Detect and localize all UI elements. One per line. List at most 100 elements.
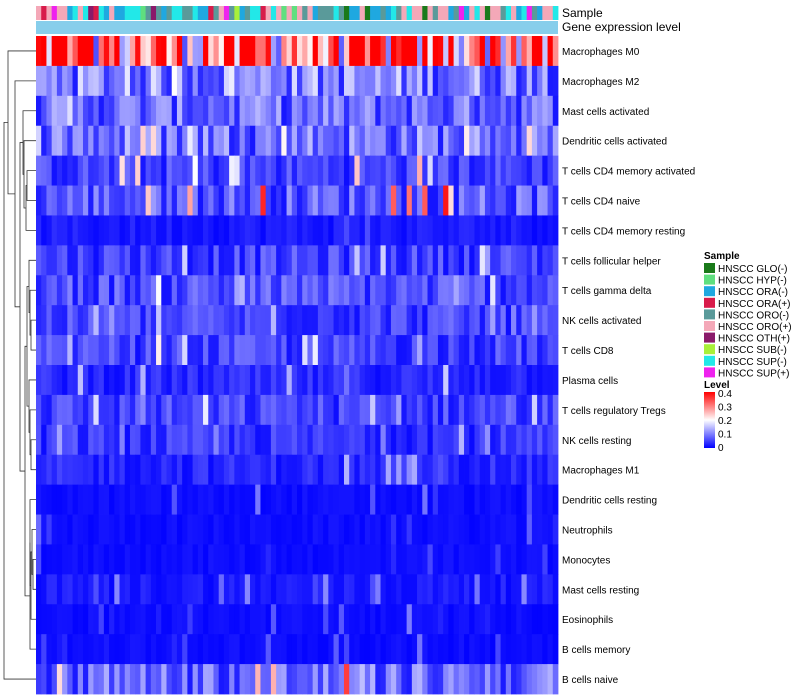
- heatmap-cell: [260, 424, 267, 456]
- row-label: Macrophages M1: [562, 466, 640, 477]
- dendrogram-link: [14, 80, 36, 308]
- heatmap-cell: [135, 335, 141, 366]
- heatmap-cell: [208, 454, 214, 486]
- heatmap-cell: [307, 365, 314, 396]
- heatmap-cell: [176, 365, 183, 396]
- heatmap-cell: [88, 424, 94, 456]
- heatmap-cell: [505, 604, 512, 635]
- heatmap-cell: [343, 514, 350, 545]
- heatmap-cell: [375, 604, 381, 635]
- heatmap-cell: [161, 365, 167, 396]
- sample-cell: [500, 6, 507, 20]
- heatmap-cell: [286, 305, 293, 336]
- heatmap-cell: [41, 185, 47, 216]
- heatmap-cell: [62, 275, 68, 306]
- heatmap-cell: [270, 424, 277, 456]
- heatmap-cell: [385, 484, 392, 515]
- heatmap-cell: [51, 275, 58, 306]
- heatmap-cell: [46, 424, 53, 456]
- heatmap-cell: [145, 36, 152, 67]
- heatmap-cell: [223, 574, 230, 605]
- heatmap-cell: [432, 365, 439, 396]
- heatmap-cell: [281, 65, 287, 97]
- heatmap-cell: [297, 454, 303, 486]
- heatmap-cell: [531, 305, 538, 336]
- heatmap-cell: [145, 664, 152, 695]
- heatmap-cell: [547, 95, 554, 127]
- heatmap-cell: [135, 634, 141, 665]
- heatmap-cell: [302, 305, 308, 336]
- heatmap-cell: [281, 36, 287, 67]
- heatmap-cell: [124, 65, 131, 97]
- heatmap-cell: [244, 604, 251, 635]
- heatmap-cell: [197, 574, 204, 605]
- heatmap-cell: [72, 424, 79, 456]
- heatmap-cell: [150, 95, 157, 127]
- heatmap-cell: [547, 36, 554, 67]
- heatmap-cell: [291, 275, 298, 306]
- heatmap-cell: [490, 155, 496, 186]
- heatmap-cell: [490, 394, 496, 426]
- sample-cell: [77, 6, 84, 20]
- heatmap-cell: [93, 155, 100, 186]
- heatmap-cell: [375, 424, 381, 456]
- heatmap-cell: [531, 365, 538, 396]
- heatmap-cell: [427, 65, 434, 97]
- heatmap-cell: [218, 245, 225, 276]
- heatmap-cell: [93, 544, 100, 575]
- heatmap-cell: [516, 424, 522, 456]
- heatmap-cell: [401, 634, 408, 665]
- heatmap-cell: [390, 275, 397, 306]
- heatmap-cell: [250, 454, 256, 486]
- heatmap-cell: [458, 604, 465, 635]
- heatmap-cell: [218, 604, 225, 635]
- heatmap-cell: [145, 365, 152, 396]
- heatmap-cell: [72, 454, 79, 486]
- heatmap-cell: [171, 95, 178, 127]
- heatmap-cell: [307, 394, 314, 426]
- heatmap-cell: [171, 65, 178, 97]
- heatmap-cell: [213, 215, 220, 246]
- heatmap-cell: [239, 574, 246, 605]
- heatmap-cell: [370, 365, 376, 396]
- heatmap-cell: [380, 335, 387, 366]
- heatmap-cell: [51, 185, 58, 216]
- heatmap-cell: [156, 305, 162, 336]
- sample-cell: [250, 6, 256, 20]
- heatmap-cell: [437, 514, 444, 545]
- heatmap-cell: [286, 36, 293, 67]
- heatmap-cell: [103, 634, 110, 665]
- heatmap-cell: [182, 544, 188, 575]
- heatmap-cell: [114, 484, 120, 515]
- heatmap-cell: [265, 65, 272, 97]
- heatmap-cell: [385, 245, 392, 276]
- heatmap-cell: [380, 215, 387, 246]
- heatmap-cell: [349, 604, 355, 635]
- heatmap-cell: [103, 664, 110, 695]
- heatmap-cell: [552, 155, 559, 186]
- heatmap-cell: [343, 424, 350, 456]
- heatmap-cell: [203, 185, 209, 216]
- heatmap-cell: [197, 454, 204, 486]
- heatmap-cell: [364, 275, 371, 306]
- heatmap-cell: [552, 185, 559, 216]
- heatmap-cell: [500, 305, 507, 336]
- heatmap-cell: [479, 185, 486, 216]
- heatmap-cell: [255, 574, 261, 605]
- heatmap-cell: [511, 245, 517, 276]
- heatmap-cell: [156, 634, 162, 665]
- heatmap-cell: [437, 454, 444, 486]
- heatmap-cell: [495, 424, 501, 456]
- heatmap-cell: [109, 215, 115, 246]
- heatmap-cell: [531, 634, 538, 665]
- legend-entry-label: HNSCC ORO(-): [718, 310, 789, 321]
- heatmap-cell: [521, 664, 528, 695]
- heatmap-cell: [500, 125, 507, 157]
- heatmap-cell: [469, 65, 475, 97]
- heatmap-cell: [302, 394, 308, 426]
- heatmap-cell: [370, 394, 376, 426]
- heatmap-cell: [312, 185, 319, 216]
- heatmap-cell: [370, 424, 376, 456]
- heatmap-cell: [323, 604, 329, 635]
- heatmap-cell: [291, 185, 298, 216]
